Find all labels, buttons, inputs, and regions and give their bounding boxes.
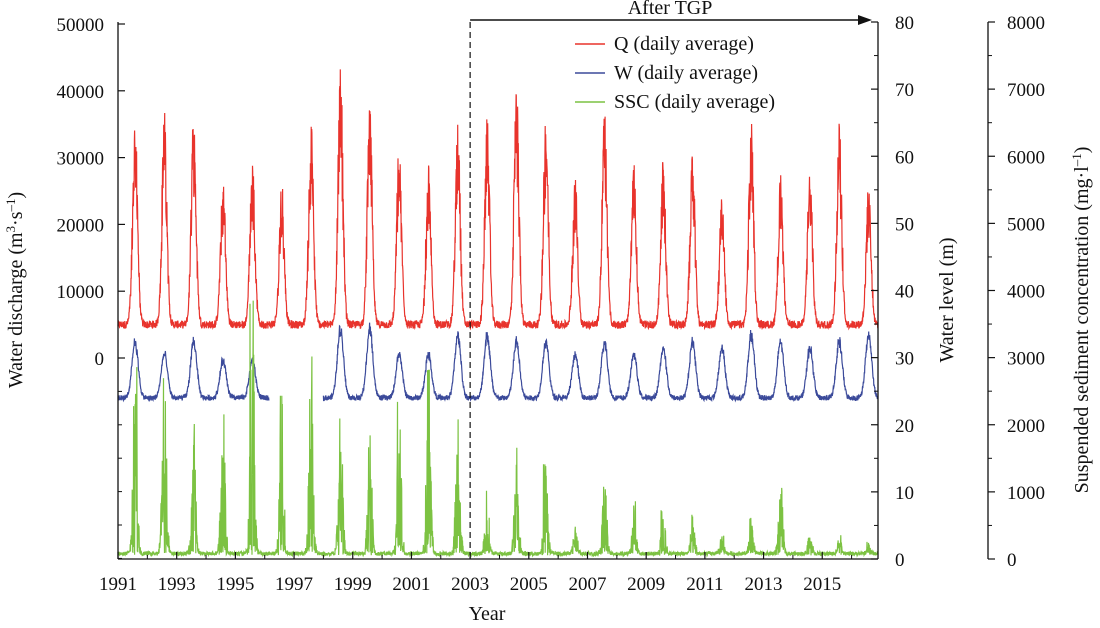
- legend: Q (daily average) W (daily average) SSC …: [575, 33, 775, 113]
- x-tick-label: 1993: [158, 574, 196, 595]
- series-line-ssc: [117, 300, 879, 558]
- left-tick-label: 10000: [57, 282, 105, 303]
- x-tick-label: 2009: [627, 574, 665, 595]
- x-tick-label: 2015: [803, 574, 841, 595]
- right-tick-label: 6000: [1007, 147, 1045, 168]
- legend-label-ssc: SSC (daily average): [614, 91, 775, 113]
- tgp-arrowhead: [858, 15, 872, 25]
- right-tick-label: 7000: [1007, 80, 1045, 101]
- legend-label-q: Q (daily average): [614, 33, 754, 55]
- middle-tick-label: 50: [895, 214, 914, 235]
- left-axis-title: Water discharge (m3·s–1): [3, 192, 28, 388]
- left-axis-title-end: ): [5, 192, 27, 199]
- axis-layer: 1991 1993 1995 1997 1999 2001 2003 2005 2007 2009…: [57, 13, 1046, 595]
- x-tick-label: 2001: [392, 574, 430, 595]
- x-tick-label: 1995: [216, 574, 254, 595]
- right-tick-label: 3000: [1007, 349, 1045, 370]
- middle-tick-label: 0: [895, 550, 905, 571]
- tgp-annotation: After TGP: [628, 0, 713, 19]
- left-axis-title-mid: ·s: [5, 211, 27, 226]
- middle-tick-label: 70: [895, 80, 914, 101]
- x-tick-label: 2007: [568, 574, 606, 595]
- middle-tick-label: 80: [895, 13, 914, 34]
- x-tick-label: 1999: [334, 574, 372, 595]
- right-axis-title-sup: –1: [1069, 153, 1084, 167]
- x-tick-label: 2013: [745, 574, 783, 595]
- middle-tick-label: 10: [895, 483, 914, 504]
- series-line-w: [117, 336, 270, 403]
- right-axis-title-end: ): [1071, 147, 1093, 154]
- right-tick-label: 8000: [1007, 13, 1045, 34]
- right-tick-label: 5000: [1007, 214, 1045, 235]
- middle-tick-label: 60: [895, 147, 914, 168]
- left-tick-label: 40000: [57, 82, 105, 103]
- series-line-q: [117, 69, 879, 331]
- x-tick-label: 2003: [451, 574, 489, 595]
- series-line-w: [322, 322, 879, 403]
- right-tick-label: 4000: [1007, 282, 1045, 303]
- left-tick-label: 50000: [57, 15, 105, 36]
- middle-axis-title: Water level (m): [936, 238, 958, 363]
- right-tick-label: 0: [1007, 550, 1017, 571]
- middle-tick-label: 20: [895, 416, 914, 437]
- right-tick-label: 1000: [1007, 483, 1045, 504]
- x-tick-label: 2005: [510, 574, 548, 595]
- series-layer: [117, 69, 879, 558]
- left-axis-title-sup2: –1: [3, 198, 18, 212]
- x-tick-label: 1997: [275, 574, 313, 595]
- middle-tick-label: 30: [895, 349, 914, 370]
- left-tick-label: 30000: [57, 149, 105, 170]
- right-axis-title: Suspended sediment concentration (mg·l–1…: [1069, 147, 1094, 494]
- x-tick-label: 2011: [686, 574, 723, 595]
- left-axis-title-main: Water discharge (m: [5, 232, 27, 388]
- middle-tick-label: 40: [895, 282, 914, 303]
- x-axis-title: Year: [469, 603, 506, 625]
- right-tick-label: 2000: [1007, 416, 1045, 437]
- left-tick-label: 0: [95, 349, 105, 370]
- left-tick-label: 20000: [57, 215, 105, 236]
- right-axis-title-main: Suspended sediment concentration (mg·l: [1071, 166, 1093, 494]
- legend-label-w: W (daily average): [614, 62, 758, 84]
- x-tick-label: 1991: [99, 574, 137, 595]
- left-axis-title-sup1: 3: [3, 226, 18, 233]
